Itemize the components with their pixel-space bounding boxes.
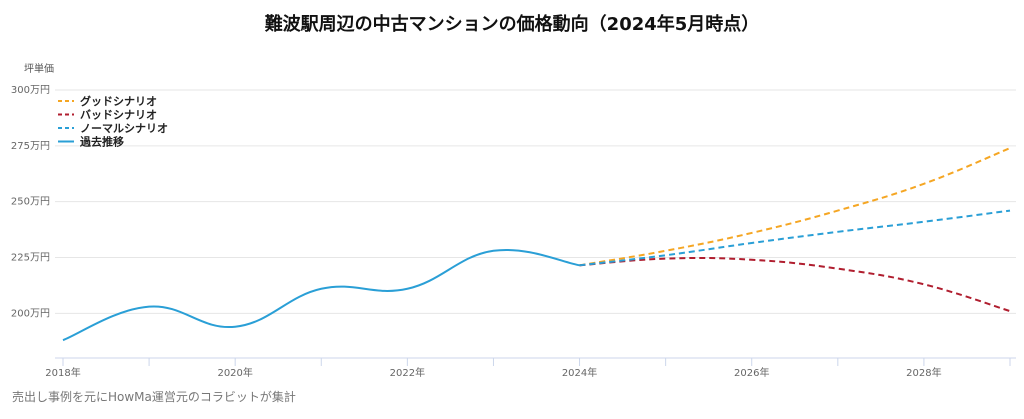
x-tick-label: 2024年 [562,366,597,379]
x-tick-label: 2018年 [45,366,80,379]
y-tick-label: 300万円 [11,85,50,96]
legend-label: 過去推移 [79,135,124,149]
y-tick-label: 250万円 [11,197,50,208]
y-tick-label: 225万円 [11,253,50,264]
legend-label: バッドシナリオ [80,109,157,122]
x-tick-label: 2028年 [906,366,941,379]
x-tick-label: 2022年 [390,366,425,379]
series-line-2 [579,256,1011,313]
series-line-4 [62,248,580,342]
y-tick-label: 275万円 [11,141,50,152]
legend-label: グッドシナリオ [80,94,157,108]
x-tick-label: 2026年 [734,366,769,379]
source-note: 売出し事例を元にHowMa運営元のコラビットが集計 [12,390,296,404]
y-axis-unit-label: 坪単価 [24,64,54,75]
chart-title: 難波駅周辺の中古マンションの価格動向（2024年5月時点） [264,14,760,35]
x-tick-label: 2020年 [217,366,252,379]
legend-label: ノーマルシナリオ [80,122,168,135]
y-tick-label: 200万円 [11,308,50,319]
series-line-1 [579,147,1011,267]
